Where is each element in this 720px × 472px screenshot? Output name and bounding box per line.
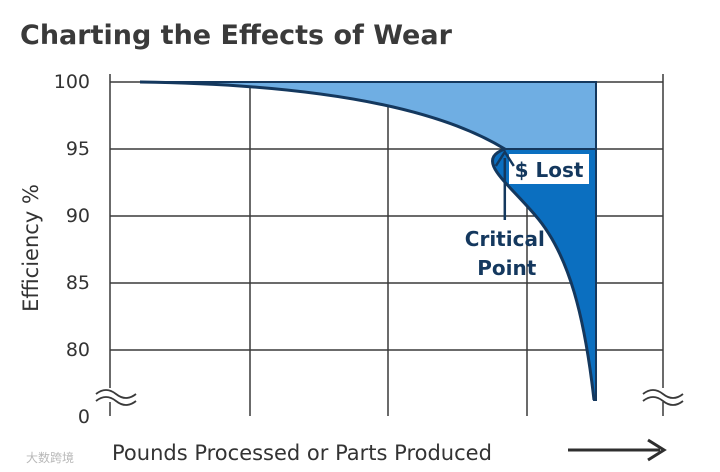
x-axis-label: Pounds Processed or Parts Produced [112, 441, 492, 465]
critical-point-label: Critical [465, 227, 545, 251]
chart-title: Charting the Effects of Wear [20, 20, 453, 51]
critical-point-label: Point [477, 256, 536, 280]
chart-frame [94, 74, 684, 416]
annotations: $ Lost Critical Point [465, 149, 589, 280]
chart-areas [139, 80, 597, 401]
y-tick-label: 80 [66, 339, 90, 361]
y-axis-label: Efficiency % [19, 184, 43, 312]
watermark: 大数跨境 [26, 450, 74, 465]
dollar-lost-badge: $ Lost [509, 154, 589, 184]
y-axis-break-icon-left [94, 388, 137, 406]
y-tick-label: 0 [78, 406, 90, 428]
y-tick-label: 95 [66, 138, 90, 160]
y-tick-label: 85 [66, 272, 90, 294]
x-arrow-head [647, 438, 667, 462]
y-tick-label: 100 [54, 71, 90, 93]
grid [110, 81, 663, 416]
area-light-loss [139, 81, 597, 150]
x-axis-arrow-icon [568, 438, 667, 462]
y-axis-break-icon-right [641, 388, 684, 406]
y-ticks: 100 95 90 85 80 0 [54, 71, 90, 428]
wear-curve [139, 80, 596, 401]
critical-point-arrowhead-icon [494, 149, 515, 167]
dollar-lost-label: $ Lost [515, 158, 584, 182]
y-tick-label: 90 [66, 205, 90, 227]
